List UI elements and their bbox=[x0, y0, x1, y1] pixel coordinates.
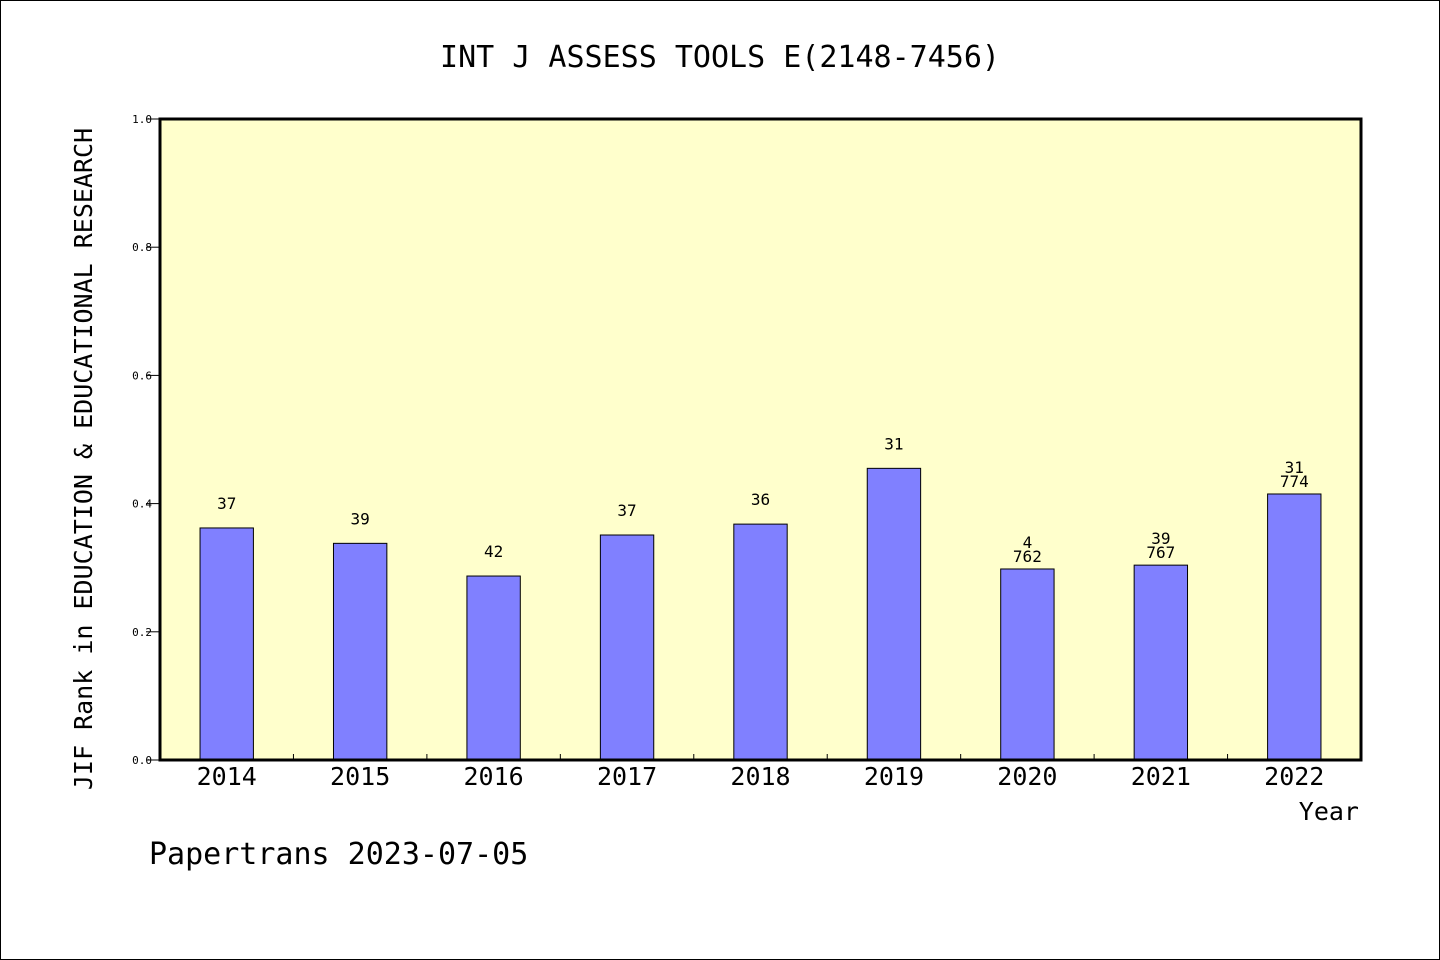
x-tick-label-2017: 2017 bbox=[597, 762, 657, 791]
bar-2019 bbox=[866, 467, 922, 761]
y-tick-label: 0.4 bbox=[132, 498, 152, 511]
x-tick-label-2016: 2016 bbox=[464, 762, 524, 791]
y-tick-label: 1.0 bbox=[132, 113, 152, 126]
x-tick-label-2014: 2014 bbox=[197, 762, 257, 791]
y-tick-label: 0.0 bbox=[132, 754, 152, 767]
bar-label-2016: 42 bbox=[484, 542, 503, 561]
bar-label-2020: 4 bbox=[1023, 533, 1033, 552]
bar-2018 bbox=[733, 523, 788, 761]
bar-label-2014: 37 bbox=[217, 494, 236, 513]
bar-label-2021: 39 bbox=[1151, 529, 1170, 548]
bar-2015 bbox=[332, 542, 388, 761]
x-tick-label-2020: 2020 bbox=[997, 762, 1057, 791]
bar-2022 bbox=[1267, 493, 1322, 761]
bar-2021 bbox=[1133, 564, 1189, 761]
x-tick-label-2022: 2022 bbox=[1264, 762, 1324, 791]
bar-label-2017: 37 bbox=[617, 501, 636, 520]
chart-title: INT J ASSESS TOOLS E(2148-7456) bbox=[440, 40, 1000, 75]
x-axis-label: Year bbox=[1299, 797, 1359, 826]
x-tick-label-2021: 2021 bbox=[1131, 762, 1191, 791]
x-tick-label-2019: 2019 bbox=[864, 762, 924, 791]
y-tick-label: 0.8 bbox=[132, 241, 152, 254]
plot-border bbox=[158, 117, 1363, 762]
y-tick-label: 0.6 bbox=[132, 369, 152, 382]
y-ticks-group: 0.0 0.2 0.4 0.6 0.8 1.0 bbox=[132, 113, 160, 767]
bar-2014 bbox=[199, 527, 254, 761]
bar-2020 bbox=[1000, 568, 1055, 761]
bars-group bbox=[199, 467, 1322, 761]
bar-label-2022: 31 bbox=[1285, 458, 1304, 477]
x-tick-label-2015: 2015 bbox=[330, 762, 390, 791]
bar-label-2021: 767 bbox=[1146, 543, 1175, 562]
bar-label-2022: 774 bbox=[1280, 472, 1309, 491]
bar-label-2019: 31 bbox=[884, 434, 903, 453]
bar-label-2020: 762 bbox=[1013, 547, 1042, 566]
y-axis-label: JIF Rank in EDUCATION & EDUCATIONAL RESE… bbox=[69, 128, 98, 790]
x-ticks-group: 2014 2015 2016 2017 2018 2019 2020 2021 2022 bbox=[197, 754, 1324, 791]
y-tick-label: 0.2 bbox=[132, 626, 152, 639]
footer-credit: Papertrans 2023-07-05 bbox=[149, 837, 528, 872]
x-tick-label-2018: 2018 bbox=[730, 762, 790, 791]
bar-label-2018: 36 bbox=[751, 490, 770, 509]
bar-label-2015: 39 bbox=[351, 509, 370, 528]
bar-2017 bbox=[599, 534, 655, 761]
bar-2016 bbox=[466, 575, 521, 761]
